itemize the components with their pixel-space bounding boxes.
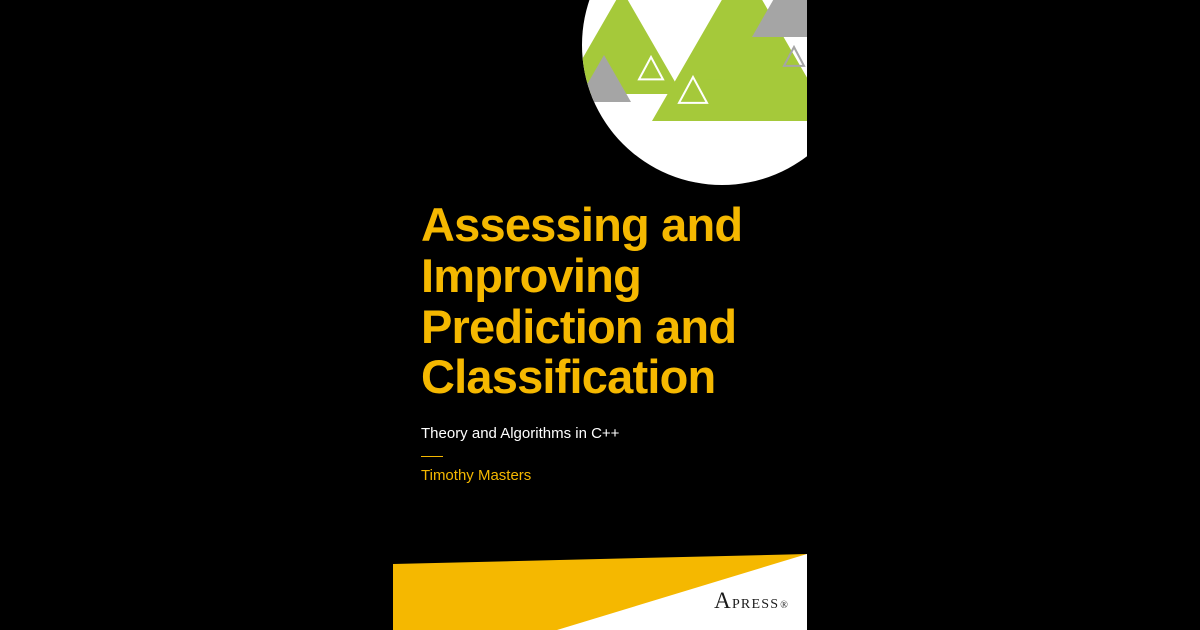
publisher-name-cap: A	[714, 588, 732, 614]
book-title: Assessing and Improving Prediction and C…	[421, 200, 779, 403]
title-line: Classification	[421, 350, 715, 403]
triangle-icon	[582, 55, 631, 102]
cover-footer: APRESS®	[393, 554, 807, 630]
publisher-name: PRESS	[732, 591, 779, 614]
divider-line	[421, 456, 443, 457]
book-subtitle: Theory and Algorithms in C++	[421, 425, 779, 442]
title-block: Assessing and Improving Prediction and C…	[421, 200, 779, 484]
triangle-outline-icon	[782, 45, 806, 69]
book-author: Timothy Masters	[421, 467, 779, 484]
title-line: Assessing and	[421, 198, 742, 251]
triangle-icon	[752, 0, 807, 37]
triangle-outline-icon	[702, 60, 726, 84]
title-line: Prediction and	[421, 300, 736, 353]
publisher-logo: APRESS®	[714, 588, 789, 614]
title-line: Improving	[421, 249, 641, 302]
cover-art-circle	[582, 0, 807, 185]
triangle-outline-icon	[637, 55, 665, 83]
registered-mark: ®	[780, 600, 789, 611]
book-cover: Assessing and Improving Prediction and C…	[393, 0, 807, 630]
